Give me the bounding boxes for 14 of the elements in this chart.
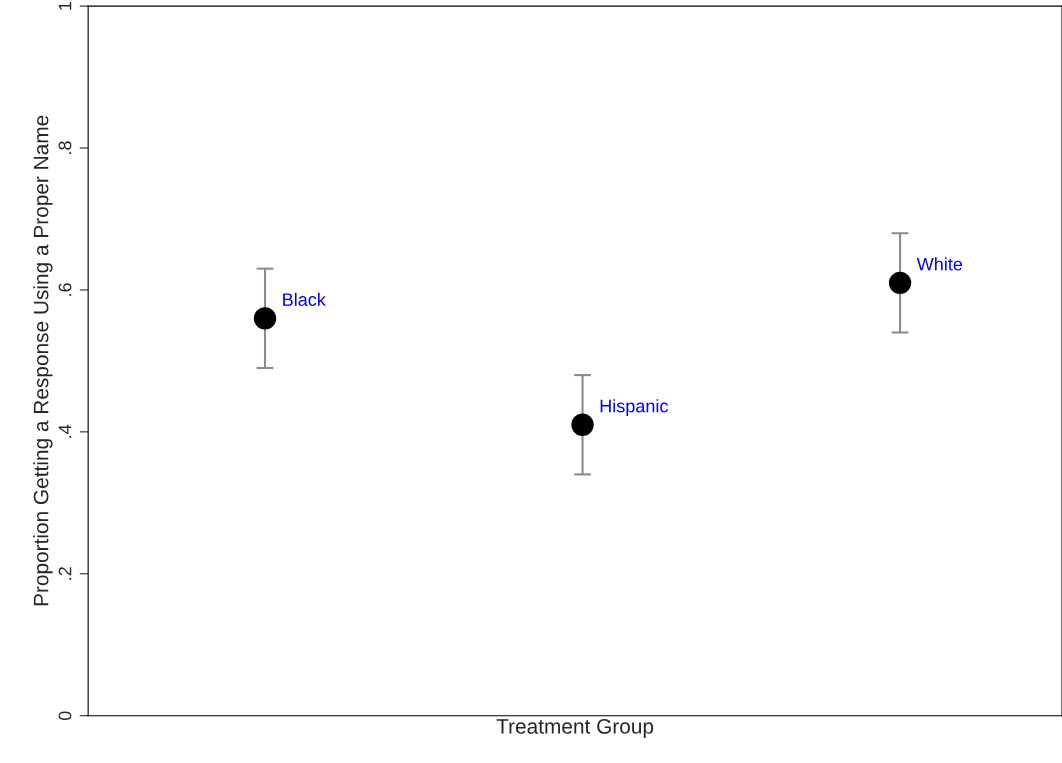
x-tick-label: Hispanic bbox=[600, 399, 668, 417]
y-tick-label: .2 bbox=[58, 567, 72, 580]
x-axis-title: Treatment Group bbox=[496, 719, 654, 738]
y-tick-label: 1 bbox=[58, 1, 72, 10]
x-tick-label: Black bbox=[283, 292, 326, 306]
y-tick-label: .4 bbox=[58, 424, 72, 438]
point bbox=[253, 307, 277, 330]
point bbox=[888, 271, 912, 295]
point bbox=[571, 413, 594, 436]
y-axis-title: Proportion Getting a Response Using a Proper Name bbox=[33, 115, 53, 606]
x-tick-label: White bbox=[916, 257, 963, 271]
y-tick-label: .6 bbox=[58, 283, 72, 296]
y-tick-label: .8 bbox=[58, 141, 72, 154]
y-tick-label: 0 bbox=[58, 711, 72, 721]
